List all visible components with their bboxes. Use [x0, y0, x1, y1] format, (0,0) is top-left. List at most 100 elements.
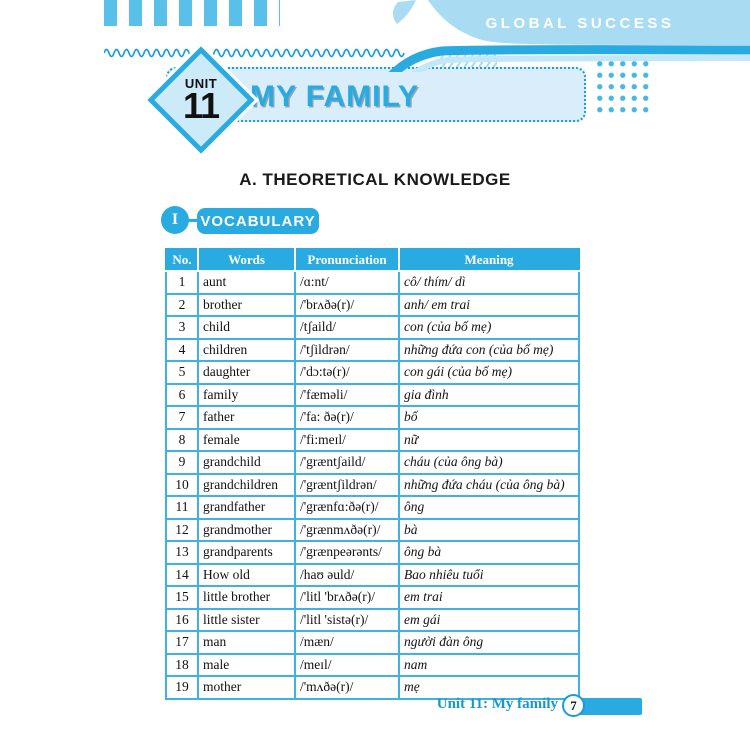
badge-connector — [187, 219, 199, 222]
table-row: 10 grandchildren/'græntʃildrən/những đứa … — [165, 472, 580, 497]
cell-pron: /'litl 'sistə(r)/ — [294, 607, 400, 632]
cell-pron: /'grænpeərənts/ — [294, 540, 400, 565]
cell-no: 19 — [165, 675, 199, 700]
cell-mean: anh/ em trai — [398, 292, 580, 317]
cell-pron: /'tʃildrən/ — [294, 337, 400, 362]
cell-mean: người đàn ông — [398, 630, 580, 655]
cell-word: grandfather — [197, 495, 296, 520]
cell-mean: con gái (của bố mẹ) — [398, 360, 580, 385]
cell-pron: /'brʌðə(r)/ — [294, 292, 400, 317]
cell-word: daughter — [197, 360, 296, 385]
column-header-pronunciation: Pronunciation — [294, 248, 400, 272]
table-row: 16 little sister/'litl 'sistə(r)/em gái — [165, 607, 580, 632]
cell-mean: nữ — [398, 427, 580, 452]
cell-mean: gia đình — [398, 382, 580, 407]
cell-pron: /'dɔ:tə(r)/ — [294, 360, 400, 385]
table-row: 7 father/'fa: ðə(r)/bố — [165, 405, 580, 430]
cell-pron: /'fæməli/ — [294, 382, 400, 407]
footer-label: Unit 11: My family — [436, 696, 558, 712]
cell-pron: /meɪl/ — [294, 652, 400, 677]
table-row: 4 children/'tʃildrən/những đứa con (của b… — [165, 337, 580, 362]
unit-title: MY FAMILY — [250, 80, 420, 113]
cell-mean: bố — [398, 405, 580, 430]
cell-word: child — [197, 315, 296, 340]
table-row: 6 family/'fæməli/gia đình — [165, 382, 580, 407]
cell-no: 16 — [165, 607, 199, 632]
table-row: 14 How old/haʊ əuld/Bao nhiêu tuổi — [165, 562, 580, 587]
cell-pron: /mæn/ — [294, 630, 400, 655]
column-header-no: No. — [165, 248, 199, 272]
cell-mean: ông — [398, 495, 580, 520]
section-numeral-badge: I — [161, 206, 189, 234]
cell-pron: /tʃaild/ — [294, 315, 400, 340]
cell-no: 8 — [165, 427, 199, 452]
cell-word: aunt — [197, 270, 296, 295]
cell-no: 12 — [165, 517, 199, 542]
cell-mean: Bao nhiêu tuổi — [398, 562, 580, 587]
cell-pron: /haʊ əuld/ — [294, 562, 400, 587]
cell-mean: những đứa cháu (của ông bà) — [398, 472, 580, 497]
cell-pron: /'grænfɑ:ðə(r)/ — [294, 495, 400, 520]
table-row: 11 grandfather/'grænfɑ:ðə(r)/ông — [165, 495, 580, 520]
cell-pron: /'græntʃildrən/ — [294, 472, 400, 497]
table-row: 9 grandchild/'græntʃaild/cháu (của ông bà… — [165, 450, 580, 475]
vocabulary-table: No. Words Pronunciation Meaning 1 aunt/ɑ:… — [165, 248, 580, 700]
cell-no: 9 — [165, 450, 199, 475]
column-header-meaning: Meaning — [398, 248, 580, 272]
cell-no: 10 — [165, 472, 199, 497]
cell-word: grandparents — [197, 540, 296, 565]
cell-no: 1 — [165, 270, 199, 295]
dots-pattern — [592, 56, 649, 113]
cell-mean: nam — [398, 652, 580, 677]
cell-word: man — [197, 630, 296, 655]
cell-no: 17 — [165, 630, 199, 655]
cell-word: male — [197, 652, 296, 677]
cell-pron: /'fi:meɪl/ — [294, 427, 400, 452]
cell-mean: ông bà — [398, 540, 580, 565]
cell-word: grandmother — [197, 517, 296, 542]
table-row: 15 little brother/'litl 'brʌðə(r)/em trai — [165, 585, 580, 610]
cell-mean: em gái — [398, 607, 580, 632]
table-row: 3 child/tʃaild/con (của bố mẹ) — [165, 315, 580, 340]
cell-word: grandchildren — [197, 472, 296, 497]
vocabulary-badge: VOCABULARY — [197, 208, 319, 234]
cell-word: brother — [197, 292, 296, 317]
cell-pron: /'græntʃaild/ — [294, 450, 400, 475]
unit-number: 11 — [182, 85, 220, 127]
wave-divider — [104, 48, 405, 58]
cell-mean: những đứa con (của bố mẹ) — [398, 337, 580, 362]
cell-no: 15 — [165, 585, 199, 610]
unit-badge: UNIT 11 — [143, 42, 259, 158]
cell-word: little brother — [197, 585, 296, 610]
table-header-row: No. Words Pronunciation Meaning — [165, 248, 580, 272]
cell-no: 14 — [165, 562, 199, 587]
table-row: 5 daughter/'dɔ:tə(r)/con gái (của bố mẹ) — [165, 360, 580, 385]
cell-no: 5 — [165, 360, 199, 385]
cell-no: 18 — [165, 652, 199, 677]
section-heading: A. THEORETICAL KNOWLEDGE — [239, 170, 511, 189]
table-row: 19 mother/'mʌðə(r)/mẹ — [165, 675, 580, 700]
table-row: 1 aunt/ɑ:nt/cô/ thím/ dì — [165, 270, 580, 295]
table-row: 17 man/mæn/người đàn ông — [165, 630, 580, 655]
cell-pron: /'fa: ðə(r)/ — [294, 405, 400, 430]
cell-word: family — [197, 382, 296, 407]
cell-no: 11 — [165, 495, 199, 520]
table-row: 8 female/'fi:meɪl/nữ — [165, 427, 580, 452]
table-row: 18 male/meɪl/nam — [165, 652, 580, 677]
cell-no: 13 — [165, 540, 199, 565]
banner-swoosh — [388, 0, 750, 72]
cell-pron: /'grænmʌðə(r)/ — [294, 517, 400, 542]
cell-pron: /ɑ:nt/ — [294, 270, 400, 295]
cell-mean: cháu (của ông bà) — [398, 450, 580, 475]
cell-mean: con (của bố mẹ) — [398, 315, 580, 340]
page-number: 7 — [562, 694, 585, 717]
brand-title: GLOBAL SUCCESS — [485, 15, 675, 32]
cell-no: 3 — [165, 315, 199, 340]
column-header-words: Words — [197, 248, 296, 272]
cell-mean: bà — [398, 517, 580, 542]
cell-pron: /'litl 'brʌðə(r)/ — [294, 585, 400, 610]
cell-word: How old — [197, 562, 296, 587]
footer-bar — [571, 698, 642, 715]
cell-pron: /'mʌðə(r)/ — [294, 675, 400, 700]
